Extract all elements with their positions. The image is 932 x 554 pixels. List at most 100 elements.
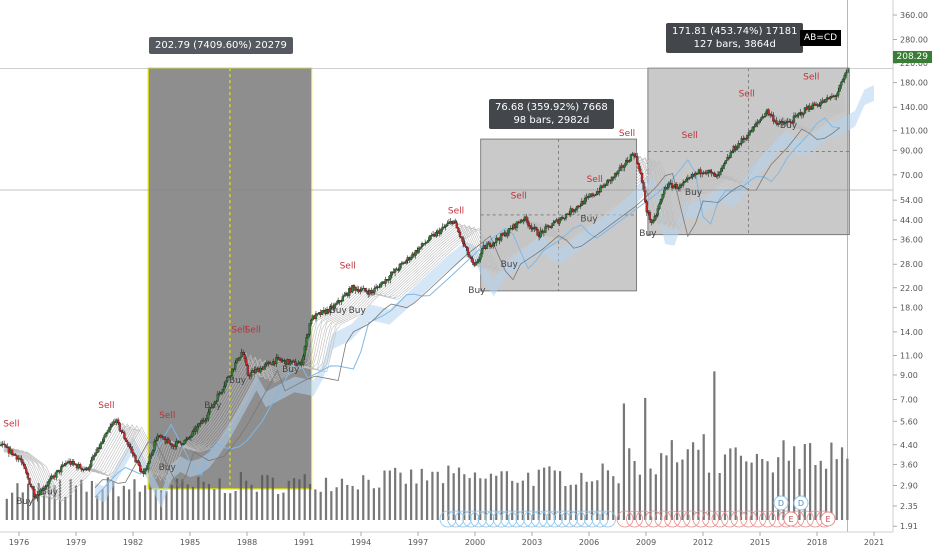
candle-body	[304, 347, 306, 356]
volume-bar	[219, 478, 221, 520]
volume-bar	[729, 448, 731, 520]
candle-body	[617, 171, 619, 174]
candle-body	[419, 247, 421, 248]
candle-body	[820, 103, 822, 106]
candle-body	[722, 166, 724, 169]
candle-body	[465, 246, 467, 248]
candle-body	[149, 456, 151, 463]
candle-body	[24, 464, 26, 469]
candle-body	[92, 457, 94, 460]
candle-body	[55, 472, 57, 478]
candle-body	[14, 454, 16, 456]
volume-bar	[500, 471, 502, 520]
price-tick-label: 28.00	[900, 260, 923, 269]
candle-body	[196, 426, 198, 431]
candle-body	[424, 243, 426, 244]
candle-body	[336, 303, 338, 304]
candle-body	[552, 223, 554, 226]
candle-body	[32, 487, 34, 489]
candle-body	[255, 369, 257, 372]
candle-body	[25, 469, 27, 473]
sell-signal-label: Sell	[98, 401, 114, 411]
price-tick-label: 110.00	[900, 127, 928, 136]
volume-bar	[740, 456, 742, 520]
candle-body	[809, 106, 811, 109]
candle-body	[239, 357, 241, 360]
price-tick-label: 4.40	[900, 441, 918, 450]
volume-bar	[836, 459, 838, 520]
candle-body	[445, 226, 447, 227]
volume-bar	[761, 459, 763, 520]
candle-body	[245, 359, 247, 366]
volume-bar	[128, 489, 130, 520]
candle-body	[772, 115, 774, 121]
buy-signal-label: Buy	[580, 215, 598, 225]
time-tick-label: 2003	[522, 538, 542, 547]
candle-body	[89, 466, 91, 469]
volume-bar	[336, 487, 338, 520]
volume-bar	[554, 470, 556, 520]
price-tick-label: 5.60	[900, 417, 918, 426]
candle-body	[459, 232, 461, 237]
candle-body	[302, 356, 304, 365]
candle-body	[242, 352, 244, 354]
candle-body	[206, 418, 208, 420]
volume-bar	[192, 487, 194, 520]
candle-body	[310, 320, 312, 324]
buy-signal-label: Buy	[41, 487, 59, 497]
volume-bar	[256, 492, 258, 520]
time-tick-label: 2015	[750, 538, 770, 547]
volume-bar	[644, 398, 646, 520]
pattern-badge-abcd[interactable]: AB=CD	[800, 30, 841, 46]
candle-body	[138, 461, 140, 465]
dividend-badge-label: D	[798, 499, 804, 508]
candle-body	[119, 423, 121, 430]
price-tick-label: 1.91	[900, 522, 918, 531]
volume-bar	[86, 492, 88, 520]
candle-body	[633, 154, 635, 156]
volume-bar	[538, 470, 540, 520]
volume-bar	[277, 494, 279, 520]
sell-signal-label: Sell	[803, 72, 819, 82]
candle-body	[380, 284, 382, 288]
candle-body	[234, 363, 236, 369]
time-tick-label: 1997	[408, 538, 428, 547]
sell-signal-label: Sell	[448, 207, 464, 217]
earnings-badge-label: E	[788, 515, 793, 524]
candle-body	[353, 285, 355, 287]
earnings-badge-label: E	[825, 515, 830, 524]
candle-body	[130, 447, 132, 450]
candle-body	[111, 424, 113, 427]
dividend-badge-label: D	[778, 499, 784, 508]
candle-body	[168, 439, 170, 443]
candle-body	[190, 436, 192, 437]
candle-body	[225, 381, 227, 386]
candle-body	[139, 465, 141, 471]
candle-body	[836, 95, 838, 96]
price-tick-label: 90.00	[900, 146, 923, 155]
volume-bar	[304, 474, 306, 520]
candle-body	[33, 489, 35, 497]
candle-body	[839, 85, 841, 91]
candle-body	[125, 439, 127, 442]
candle-body	[551, 226, 553, 228]
candle-body	[106, 432, 108, 434]
measure-label-1-line1: 202.79 (7409.60%) 20279	[155, 40, 287, 51]
sell-signal-label: Sell	[587, 175, 603, 185]
candle-body	[440, 229, 442, 233]
volume-bar	[320, 492, 322, 520]
volume-bar	[117, 496, 119, 520]
candle-body	[454, 221, 456, 223]
volume-bar	[830, 443, 832, 520]
volume-bar	[149, 488, 151, 520]
candle-body	[559, 220, 561, 223]
candle-body	[763, 116, 765, 117]
candle-body	[207, 412, 209, 418]
candle-body	[307, 334, 309, 337]
candle-body	[389, 275, 391, 279]
candle-body	[429, 236, 431, 240]
volume-bar	[426, 480, 428, 520]
candle-body	[682, 183, 684, 185]
